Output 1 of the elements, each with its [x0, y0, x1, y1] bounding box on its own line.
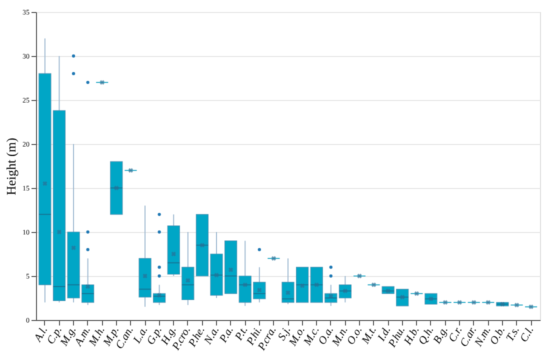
y-axis-title: Height (m)	[4, 138, 18, 196]
